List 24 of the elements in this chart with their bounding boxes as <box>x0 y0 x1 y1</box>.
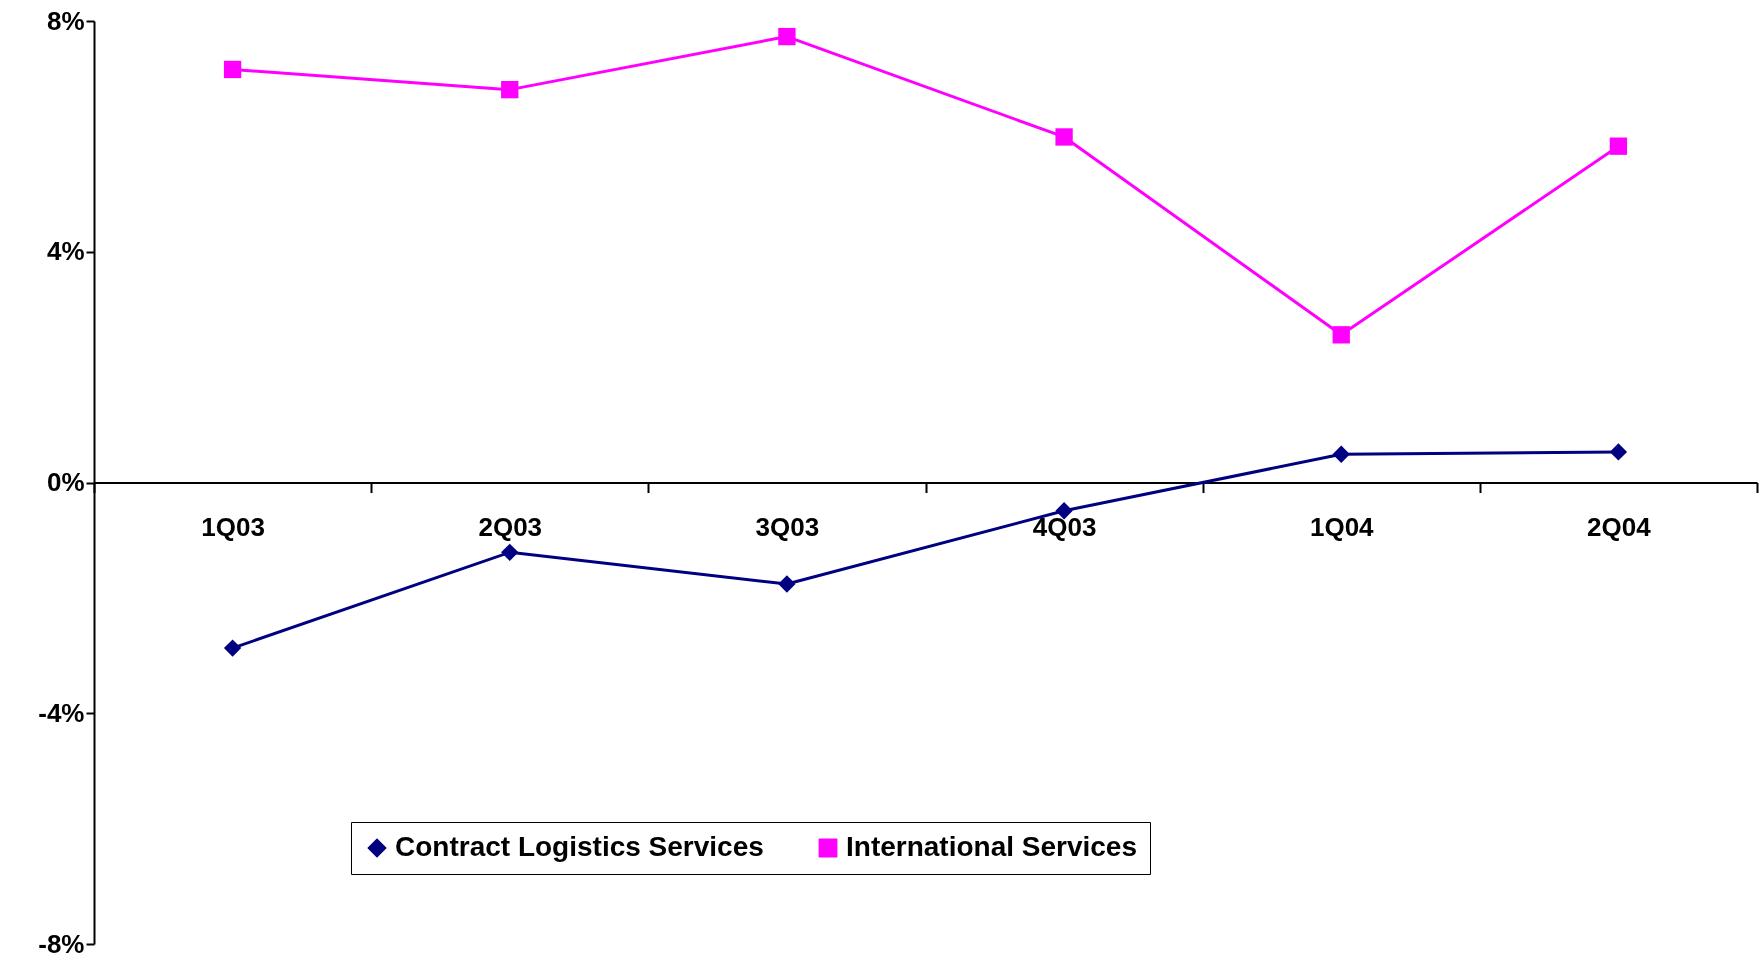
x-tick-label: 2Q04 <box>1587 512 1652 542</box>
x-tick-label: 1Q04 <box>1309 512 1375 542</box>
point <box>501 543 519 561</box>
point <box>778 27 796 46</box>
y-tick-label: 0% <box>46 467 85 497</box>
point <box>1609 137 1628 155</box>
point <box>501 80 519 99</box>
y-tick-label: -4% <box>38 697 85 728</box>
point <box>778 575 796 593</box>
point <box>1332 445 1350 463</box>
point <box>1332 326 1350 344</box>
point <box>1609 443 1628 461</box>
legend-label: International Services <box>846 831 1138 862</box>
legend-label: Contract Logistics Services <box>395 831 764 862</box>
x-tick-label: 4Q03 <box>1032 512 1097 542</box>
x-tick-label: 2Q03 <box>478 512 543 542</box>
point <box>1055 128 1073 146</box>
y-tick-label: 8% <box>46 5 85 36</box>
x-tick-label: 3Q03 <box>755 512 820 542</box>
y-tick-label: 4% <box>46 236 85 267</box>
point <box>223 639 242 657</box>
point <box>223 60 242 79</box>
x-tick-label: 1Q03 <box>201 512 265 542</box>
y-tick-label: -8% <box>38 928 85 959</box>
